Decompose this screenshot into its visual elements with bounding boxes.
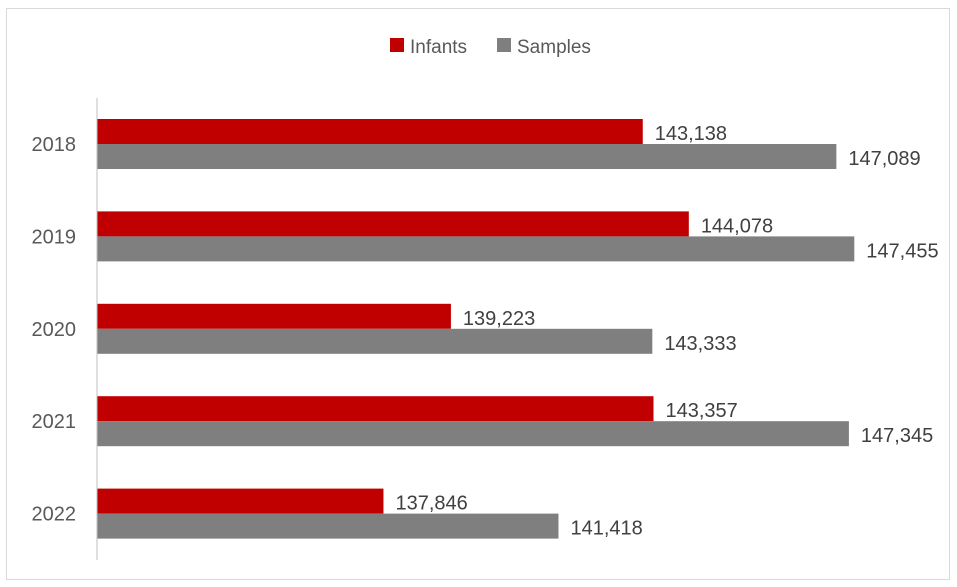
legend: Infants Samples (390, 37, 591, 58)
bar-infants-2019 (97, 211, 689, 237)
bar-infants-2020 (97, 303, 451, 329)
legend-swatch-samples (497, 38, 511, 52)
y-tick-label-2022: 2022 (32, 504, 77, 526)
chart-marks: 2018 143,138 147,089 2019 144,078 147,455 2020… (32, 119, 939, 540)
y-tick-label-2020: 2020 (32, 319, 77, 341)
y-tick-label-2019: 2019 (32, 226, 77, 248)
bar-samples-2020 (97, 328, 653, 354)
data-label-infants-2019: 144,078 (701, 215, 773, 237)
data-label-infants-2022: 137,846 (395, 493, 467, 515)
legend-label-infants: Infants (410, 37, 467, 58)
bar-infants-2021 (97, 396, 654, 422)
bar-infants-2018 (97, 119, 643, 144)
legend-label-samples: Samples (517, 37, 591, 58)
y-tick-label-2021: 2021 (32, 411, 77, 433)
data-label-infants-2021: 143,357 (665, 400, 737, 422)
data-label-infants-2020: 139,223 (463, 308, 535, 330)
data-label-samples-2019: 147,455 (866, 240, 938, 262)
data-label-infants-2018: 143,138 (655, 123, 727, 145)
data-label-samples-2020: 143,333 (664, 333, 736, 355)
data-label-samples-2022: 141,418 (570, 518, 642, 540)
chart-frame (6, 8, 950, 580)
bar-samples-2019 (97, 236, 855, 262)
bar-infants-2022 (97, 488, 384, 514)
y-tick-label-2018: 2018 (32, 134, 77, 156)
legend-swatch-infants (390, 38, 404, 52)
data-label-samples-2018: 147,089 (848, 148, 920, 170)
bar-samples-2022 (97, 513, 559, 539)
bar-samples-2018 (97, 144, 837, 169)
bar-samples-2021 (97, 421, 849, 447)
data-label-samples-2021: 147,345 (861, 425, 933, 447)
